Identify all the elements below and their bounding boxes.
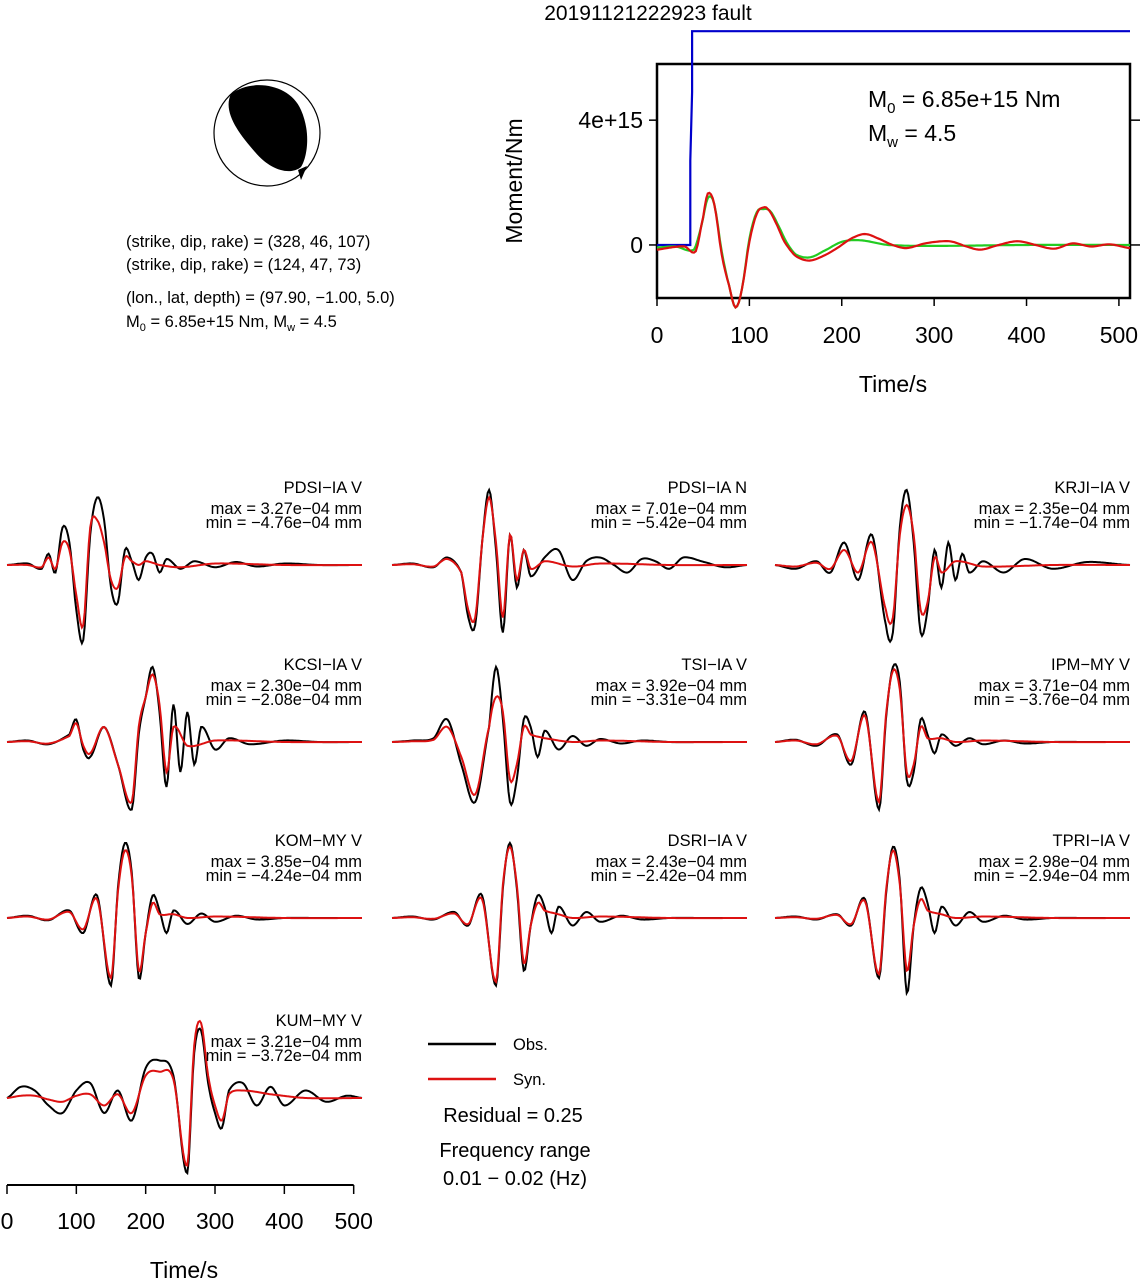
station-min: min = −2.94e−04 mm — [974, 867, 1130, 885]
moment-y-axis: 0 4e+15 — [578, 107, 1140, 258]
beachball-compression-sliver — [298, 166, 307, 180]
moment-m0-annotation: M0 = 6.85e+15 Nm — [868, 86, 1060, 117]
moment-mw-annotation: Mw = 4.5 — [868, 120, 956, 151]
waveform-syn — [392, 845, 747, 984]
station-min: min = −5.42e−04 mm — [591, 514, 747, 532]
waveform-syn — [392, 695, 747, 797]
station-min: min = −1.74e−04 mm — [974, 514, 1130, 532]
beachball-compression-area — [228, 85, 308, 172]
station-max: max = 3.21e−04 mm — [211, 1033, 362, 1051]
waveform-x-tick-label: 300 — [196, 1208, 234, 1234]
moment-series-cumulative — [657, 30, 1130, 247]
station-min: min = −3.31e−04 mm — [591, 691, 747, 709]
nodal-plane-1: (strike, dip, rake) = (328, 46, 107) — [126, 233, 370, 251]
moment-chart: 0 100 200 300 400 500 0 4e+15 Time/s Moment/Nm… — [501, 30, 1140, 397]
frequency-range-title: Frequency range — [439, 1140, 590, 1162]
station-max: max = 2.43e−04 mm — [596, 853, 747, 871]
station-min: min = −3.72e−04 mm — [206, 1047, 362, 1065]
moment-x-tick-label: 400 — [1007, 322, 1045, 348]
station-max: max = 3.27e−04 mm — [211, 500, 362, 518]
waveform-syn — [6, 849, 362, 981]
station-label: TPRI−IA V — [1053, 832, 1131, 850]
station-max: max = 2.98e−04 mm — [979, 853, 1130, 871]
legend-obs-label: Obs. — [513, 1036, 548, 1054]
moment-x-tick-label: 300 — [915, 322, 953, 348]
station-label: DSRI−IA V — [668, 832, 747, 850]
waveform-legend: Obs. Syn. — [428, 1036, 548, 1089]
figure-title: 20191121222923 fault — [544, 2, 752, 25]
frequency-range-value: 0.01 − 0.02 (Hz) — [443, 1168, 587, 1190]
waveform-x-tick-label: 400 — [265, 1208, 303, 1234]
station-label: PDSI−IA N — [668, 479, 747, 497]
moment-x-tick-label: 500 — [1100, 322, 1138, 348]
mechanism-info: (strike, dip, rake) = (328, 46, 107) (st… — [126, 233, 395, 334]
waveform-obs — [391, 487, 748, 633]
waveform-x-tick-label: 500 — [334, 1208, 372, 1234]
waveform-syn — [392, 495, 747, 623]
moment-series-group — [656, 30, 1131, 309]
moment-plot-frame — [655, 62, 1132, 300]
moment-series-green — [656, 195, 1130, 309]
waveform-syn — [775, 848, 1130, 977]
moment-x-axis-label: Time/s — [859, 371, 927, 397]
station-max: max = 3.85e−04 mm — [211, 853, 362, 871]
station-label: KCSI−IA V — [284, 656, 362, 674]
station-label: KUM−MY V — [276, 1012, 362, 1030]
moment-x-tick-label: 200 — [823, 322, 861, 348]
waveform-obs — [6, 1027, 363, 1176]
residual-text: Residual = 0.25 — [443, 1105, 583, 1127]
station-label: IPM−MY V — [1051, 656, 1130, 674]
beachball — [213, 79, 321, 187]
station-max: max = 3.92e−04 mm — [596, 677, 747, 695]
moment-y-axis-label: Moment/Nm — [501, 118, 527, 243]
station-min: min = −4.24e−04 mm — [206, 867, 362, 885]
waveform-syn — [7, 515, 362, 630]
legend-syn-label: Syn. — [513, 1071, 546, 1089]
station-label: TSI−IA V — [681, 656, 747, 674]
source-location: (lon., lat, depth) = (97.90, −1.00, 5.0) — [126, 289, 395, 307]
station-label: KRJI−IA V — [1054, 479, 1130, 497]
station-min: min = −2.42e−04 mm — [591, 867, 747, 885]
moment-series-red — [656, 191, 1131, 309]
station-max: max = 2.30e−04 mm — [211, 677, 362, 695]
station-max: max = 2.35e−04 mm — [979, 500, 1130, 518]
waveform-syn — [774, 503, 1130, 626]
moment-summary: M0 = 6.85e+15 Nm, Mw = 4.5 — [126, 313, 337, 334]
moment-y-tick-label: 0 — [630, 232, 643, 258]
waveform-x-tick-label: 100 — [57, 1208, 95, 1234]
waveform-syn — [774, 668, 1130, 805]
station-max: max = 7.01e−04 mm — [596, 500, 747, 518]
station-label: KOM−MY V — [275, 832, 362, 850]
nodal-plane-2: (strike, dip, rake) = (124, 47, 73) — [126, 256, 361, 274]
waveform-syn — [6, 1019, 362, 1167]
station-min: min = −2.08e−04 mm — [206, 691, 362, 709]
moment-x-tick-label: 100 — [730, 322, 768, 348]
moment-x-axis: 0 100 200 300 400 500 — [651, 298, 1138, 348]
moment-y-tick-label: 4e+15 — [578, 107, 643, 133]
waveform-syn — [7, 673, 362, 805]
station-min: min = −4.76e−04 mm — [206, 514, 362, 532]
station-min: min = −3.76e−04 mm — [974, 691, 1130, 709]
waveform-x-axis-label: Time/s — [150, 1257, 218, 1281]
moment-x-tick-label: 0 — [651, 322, 664, 348]
waveform-x-axis: 0 100 200 300 400 500 — [1, 1184, 373, 1234]
waveform-x-tick-label: 0 — [1, 1208, 14, 1234]
station-max: max = 3.71e−04 mm — [979, 677, 1130, 695]
station-label: PDSI−IA V — [284, 479, 362, 497]
waveform-x-tick-label: 200 — [126, 1208, 164, 1234]
